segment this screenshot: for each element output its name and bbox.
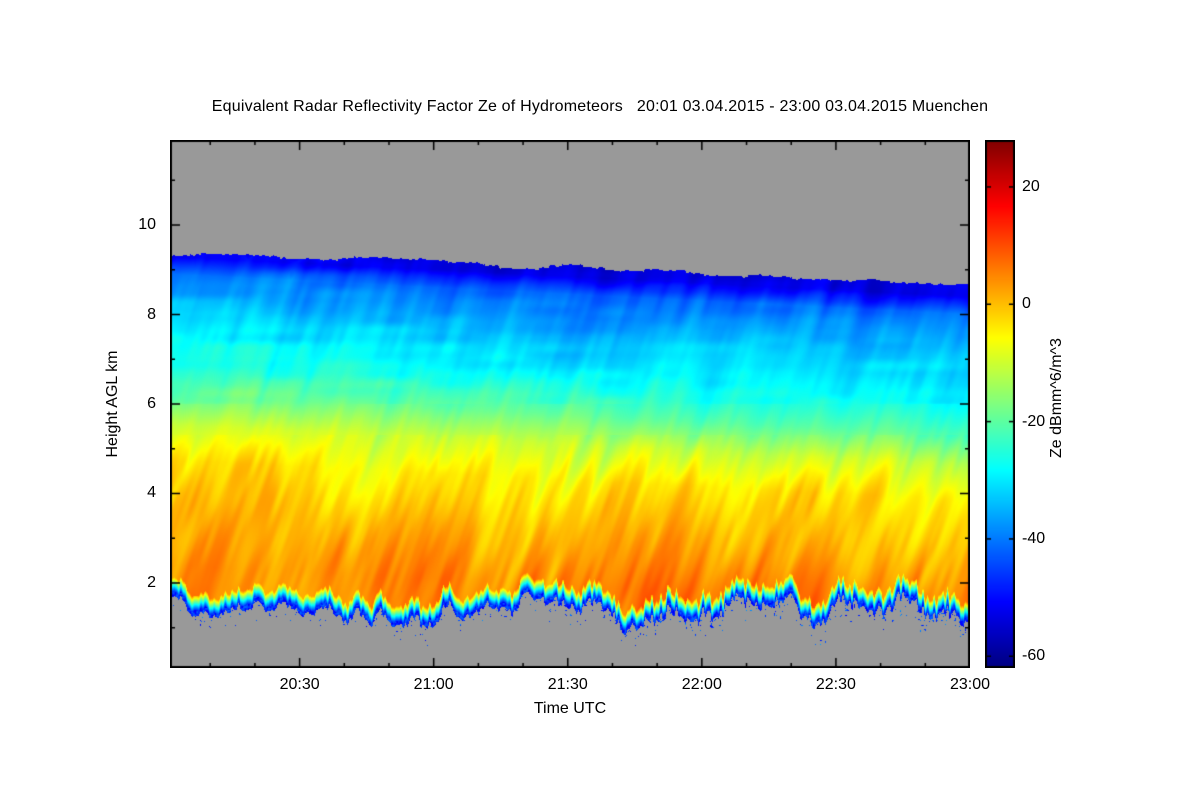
x-tick-label: 23:00 xyxy=(949,676,991,693)
x-tick-label: 21:00 xyxy=(413,676,454,693)
x-axis-label: Time UTC xyxy=(533,700,607,717)
y-tick-label: 2 xyxy=(147,573,156,591)
colorbar-tick-label: -40 xyxy=(1022,529,1046,547)
y-tick-label: 8 xyxy=(147,305,156,323)
colorbar-tick-label: 20 xyxy=(1022,177,1040,195)
x-tick-label: 22:00 xyxy=(681,676,722,693)
heatmap-plot-area xyxy=(170,140,970,668)
colorbar-tick-label: -20 xyxy=(1022,412,1046,430)
y-tick-label: 6 xyxy=(147,395,156,412)
colorbar-tick-label: 0 xyxy=(1022,295,1031,313)
y-tick-label: 10 xyxy=(138,216,156,234)
x-tick-label: 20:30 xyxy=(279,676,320,693)
x-tick-label: 21:30 xyxy=(547,676,588,693)
colorbar xyxy=(985,140,1015,668)
y-tick-label: 4 xyxy=(147,484,156,502)
chart-title: Equivalent Radar Reflectivity Factor Ze … xyxy=(211,98,989,115)
x-tick-label: 22:30 xyxy=(815,676,856,693)
colorbar-label: Ze dBmm^6/m^3 xyxy=(1048,338,1065,458)
colorbar-tick-label: -60 xyxy=(1022,647,1046,665)
